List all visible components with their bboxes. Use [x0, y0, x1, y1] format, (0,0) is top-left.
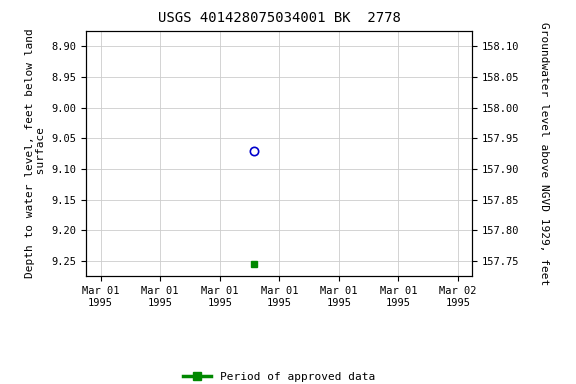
Y-axis label: Depth to water level, feet below land
 surface: Depth to water level, feet below land su… [25, 29, 46, 278]
Legend: Period of approved data: Period of approved data [179, 367, 380, 384]
Title: USGS 401428075034001 BK  2778: USGS 401428075034001 BK 2778 [158, 12, 401, 25]
Y-axis label: Groundwater level above NGVD 1929, feet: Groundwater level above NGVD 1929, feet [539, 22, 549, 285]
